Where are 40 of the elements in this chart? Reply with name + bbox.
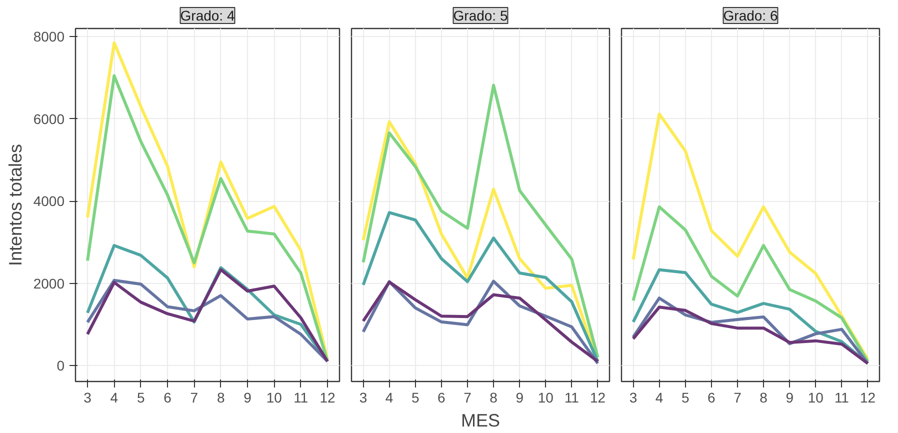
- x-tick-label: 12: [590, 390, 606, 406]
- y-tick-label: 2000: [33, 275, 65, 292]
- x-tick-label: 3: [629, 390, 638, 406]
- x-tick-label: 10: [266, 390, 282, 406]
- x-tick-label: 10: [538, 390, 554, 406]
- x-tick-label: 4: [110, 390, 118, 406]
- x-tick-label: 9: [786, 390, 794, 406]
- x-tick-label: 7: [464, 390, 472, 406]
- x-tick-label: 4: [385, 390, 394, 406]
- x-tick-label: 9: [244, 390, 252, 406]
- x-tick-label: 9: [516, 390, 524, 406]
- x-tick-label: 6: [438, 390, 446, 406]
- x-tick-label: 10: [808, 390, 824, 406]
- x-tick-label: 3: [84, 390, 92, 406]
- y-tick-label: 8000: [33, 28, 65, 45]
- x-tick-label: 4: [655, 390, 664, 406]
- x-tick-label: 11: [564, 390, 580, 406]
- x-tick-label: 8: [490, 390, 498, 406]
- x-tick-label: 5: [136, 390, 145, 406]
- chart-title: Grado: 5: [453, 8, 508, 24]
- x-tick-label: 8: [760, 390, 768, 406]
- y-axis-title: Intentos totales: [5, 144, 26, 266]
- y-tick-label: 0: [56, 357, 65, 374]
- x-tick-label: 11: [834, 390, 850, 406]
- x-tick-label: 6: [708, 390, 716, 406]
- x-tick-label: 7: [734, 390, 742, 406]
- chart-title: Grado: 6: [723, 8, 778, 24]
- x-tick-label: 5: [681, 390, 690, 406]
- y-tick-label: 6000: [33, 110, 65, 127]
- x-tick-label: 12: [320, 390, 336, 406]
- x-tick-label: 8: [216, 390, 225, 406]
- x-axis-title: MES: [460, 410, 500, 430]
- x-tick-label: 7: [190, 390, 198, 406]
- y-tick-label: 4000: [33, 193, 65, 210]
- x-tick-label: 11: [294, 390, 308, 406]
- x-tick-label: 5: [411, 390, 420, 406]
- chart-title: Grado: 4: [180, 8, 235, 24]
- x-tick-label: 6: [164, 390, 172, 406]
- x-tick-label: 12: [860, 390, 876, 406]
- x-tick-label: 3: [359, 390, 368, 406]
